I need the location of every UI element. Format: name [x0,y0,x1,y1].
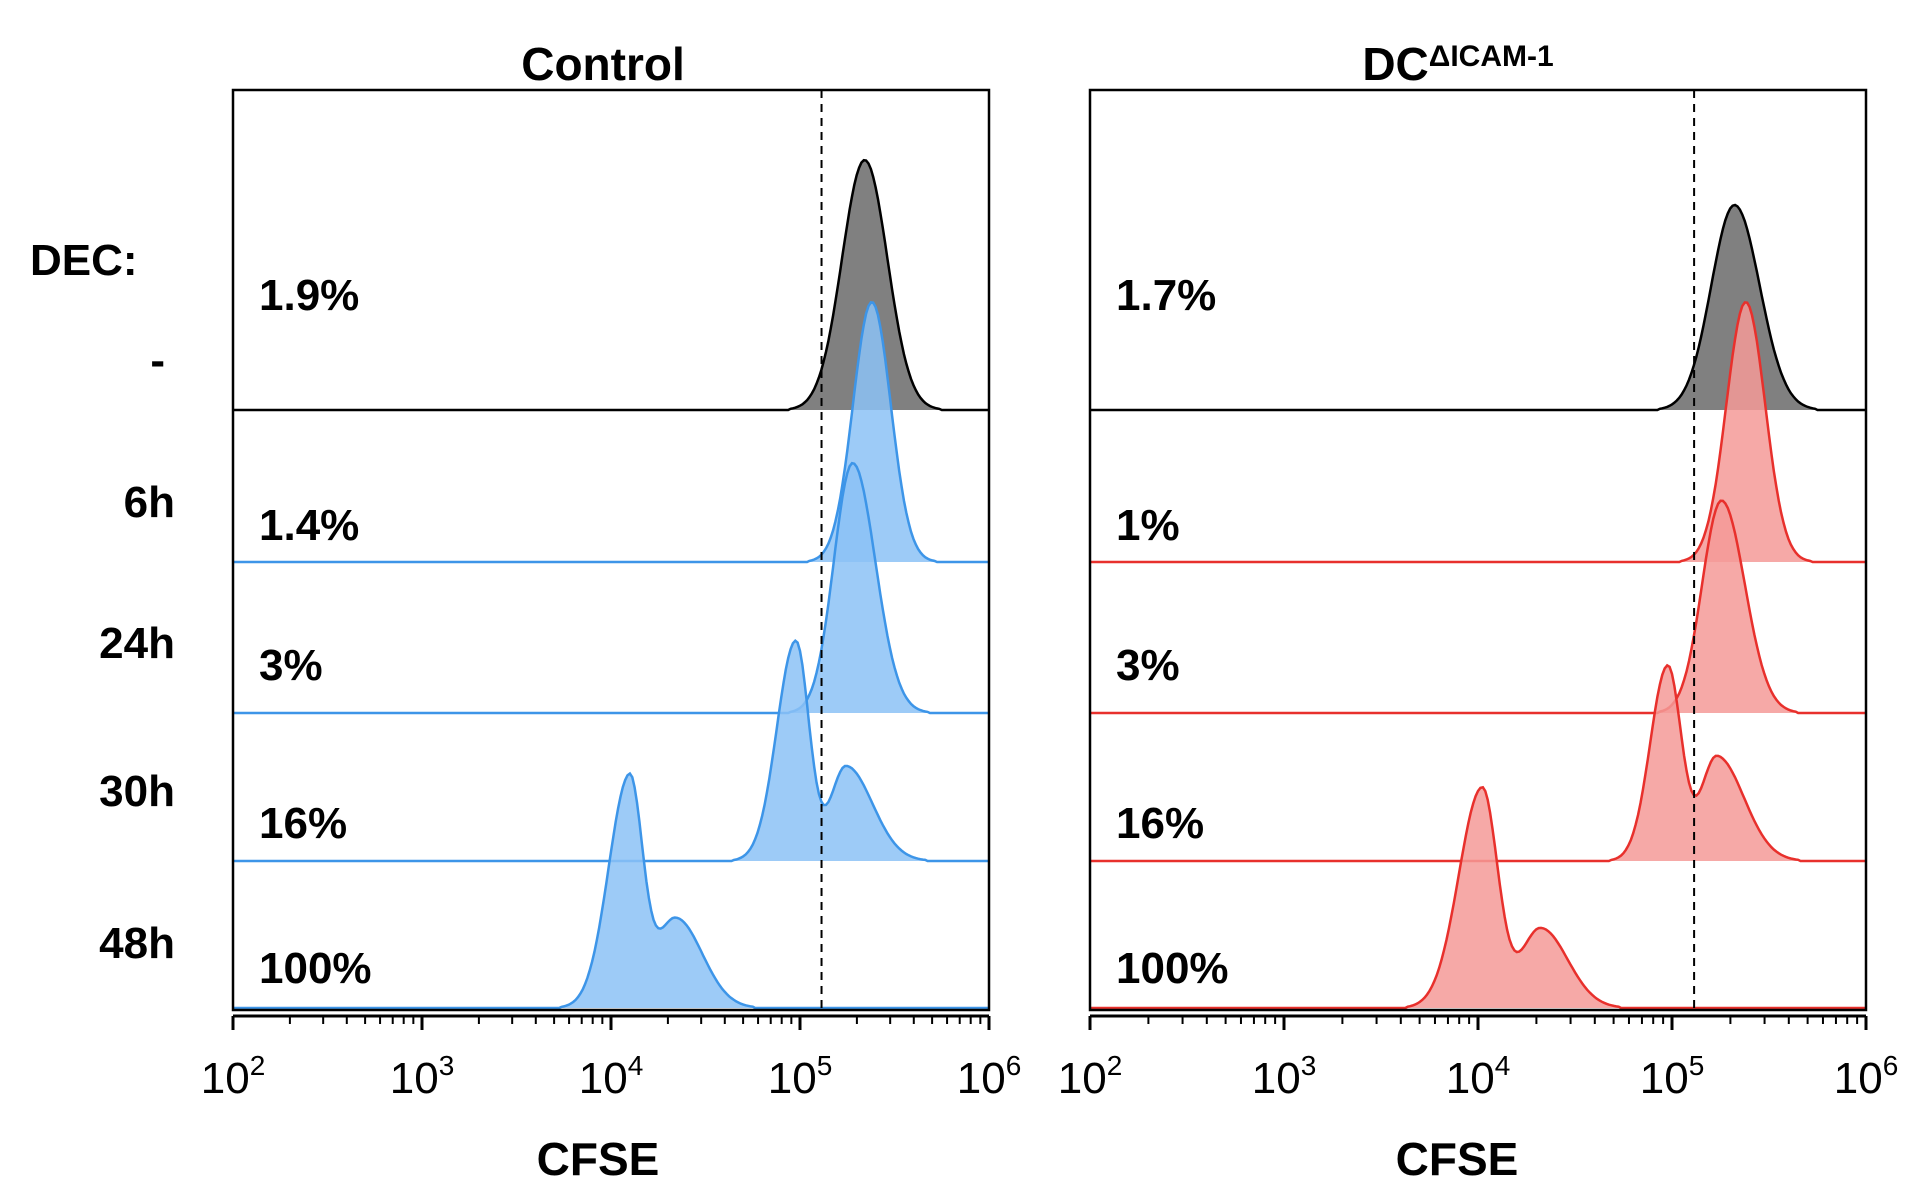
control-histogram-line-6h [233,301,989,564]
control-x-tick-label: 103 [390,1050,455,1103]
control-histogram-fill-48h [233,773,989,1008]
control-plot-area: 1.9% 1.4% 3% 16% 100% 102 103 104 105 106 [201,88,1022,1103]
control-plot-frame [231,88,991,1012]
dc-icam-title-superscript: ΔICAM-1 [1429,40,1554,73]
dc-icam-panel: DCΔICAM-1 1.7% 1% 3% 16% 100% 102 103 104 105 106… [1058,38,1899,1179]
dc-icam-x-tick-label: 105 [1640,1050,1705,1103]
control-percent-label-24h: 3% [259,641,323,690]
row-label-30h: 30h [99,767,175,816]
control-histogram-fill-24h [233,463,989,713]
dc-icam-x-tick-label: 106 [1834,1050,1899,1103]
dc-icam-percent-label-24h: 3% [1116,641,1180,690]
control-x-tick-label: 104 [579,1050,644,1103]
dc-icam-percent-label-6h: 1% [1116,501,1180,550]
control-percent-label-6h: 1.4% [259,501,359,550]
dc-icam-histogram-line-unstimulated [1090,203,1866,412]
dc-icam-histogram-fill-30h [1090,665,1866,861]
control-x-tick-label: 105 [768,1050,833,1103]
row-header-label: DEC: [30,236,138,285]
control-percent-label-unstimulated: 1.9% [259,271,359,320]
dc-icam-x-tick-label: 102 [1058,1050,1123,1103]
dc-icam-plot-frame [1088,88,1868,1012]
dc-icam-percent-label-unstimulated: 1.7% [1116,271,1216,320]
row-label-24h: 24h [99,619,175,668]
control-x-tick-label: 106 [957,1050,1022,1103]
dc-icam-title-main: DC [1362,38,1428,90]
dc-icam-x-axis-label: CFSE [1396,1133,1519,1179]
dc-icam-percent-label-48h: 100% [1116,944,1229,993]
control-panel: Control 1.9% 1.4% 3% 16% 100% 102 103 104 105 106… [201,38,1022,1179]
row-label-none: - [150,336,165,385]
dc-icam-histogram-fill-24h [1090,500,1866,713]
control-histogram-fill-30h [233,640,989,861]
dc-icam-histogram-line-48h [1090,785,1866,1010]
dc-icam-histogram-fill-6h [1090,302,1866,562]
control-title: Control [521,38,685,90]
dc-icam-title: DCΔICAM-1 [1362,38,1553,90]
control-histogram-line-unstimulated [233,158,989,412]
dc-icam-histogram-line-6h [1090,301,1866,564]
dc-icam-x-tick-label: 104 [1446,1050,1511,1103]
row-label-48h: 48h [99,919,175,968]
dc-icam-histogram-fill-48h [1090,787,1866,1008]
control-histogram-line-24h [233,461,989,715]
control-x-axis-label: CFSE [537,1133,660,1179]
control-histogram-line-48h [233,771,989,1010]
dc-icam-plot-area: 1.7% 1% 3% 16% 100% 102 103 104 105 106 [1058,88,1899,1103]
dc-icam-percent-label-30h: 16% [1116,799,1204,848]
control-percent-label-30h: 16% [259,799,347,848]
dc-icam-histogram-line-24h [1090,499,1866,715]
dc-icam-x-tick-label: 103 [1252,1050,1317,1103]
control-x-tick-label: 102 [201,1050,266,1103]
row-label-6h: 6h [124,478,175,527]
row-labels: - 6h 24h 30h 48h [99,336,175,968]
control-percent-label-48h: 100% [259,944,372,993]
